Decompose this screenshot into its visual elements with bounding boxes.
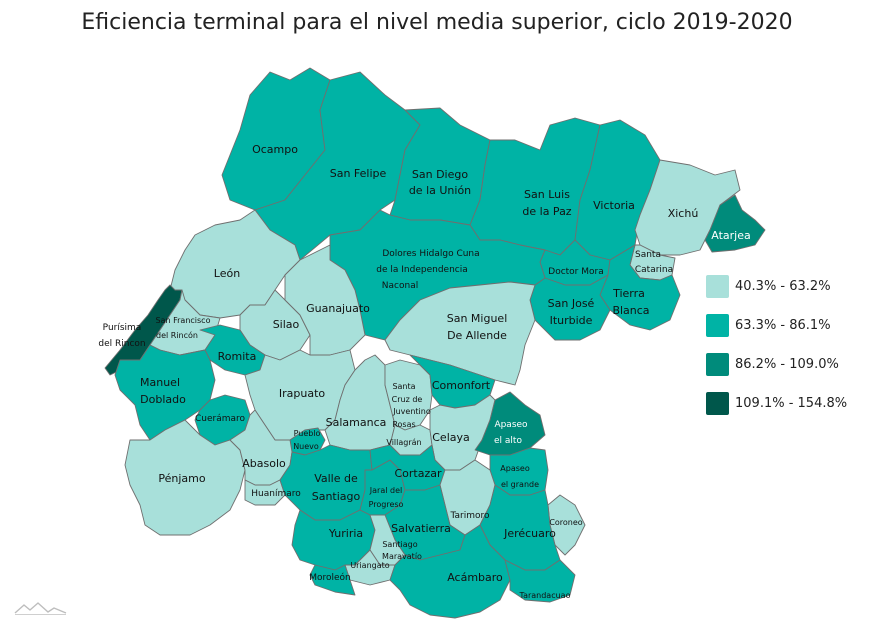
label-santiago-maravatio-2: Maravatío: [382, 552, 422, 561]
label-uriangato: Uriangato: [350, 561, 389, 570]
map-title: Eficiencia terminal para el nivel media …: [81, 10, 793, 35]
label-san-luis-paz-1: San Luis: [524, 188, 570, 201]
label-pueblo-nuevo-2: Nuevo: [293, 442, 319, 451]
label-purisima-1: Purísima: [103, 323, 142, 333]
legend-swatch: [706, 313, 729, 337]
municipality-shapes: [104, 67, 766, 619]
label-moroleon: Moroleón: [309, 572, 351, 583]
label-guanajuato: Guanajuato: [306, 302, 370, 315]
label-jaral-1: Jaral del: [369, 486, 402, 495]
label-santa-catarina-2: Catarina: [635, 265, 673, 275]
label-valle-santiago-1: Valle de: [314, 472, 358, 485]
label-santa-catarina-1: Santa: [635, 250, 661, 260]
label-san-jose-1: San José: [548, 297, 595, 310]
legend-item-range-3[interactable]: 86.2% - 109.0%: [706, 352, 847, 376]
label-san-francisco-2: del Rincón: [156, 330, 198, 340]
label-victoria: Victoria: [593, 199, 635, 212]
label-san-luis-paz-2: de la Paz: [522, 205, 571, 218]
legend-label: 40.3% - 63.2%: [735, 278, 831, 294]
label-santa-cruz-3: Juventino: [392, 407, 431, 416]
label-san-diego-2: de la Unión: [409, 184, 471, 197]
label-san-miguel-2: De Allende: [447, 329, 507, 342]
mountain-logo-icon: [14, 602, 67, 615]
legend-label: 109.1% - 154.8%: [735, 395, 848, 411]
label-santa-cruz-2: Cruz de: [392, 395, 423, 404]
label-atarjea: Atarjea: [711, 229, 750, 242]
label-manuel-doblado-1: Manuel: [140, 376, 180, 389]
label-tierra-blanca-1: Tierra: [612, 287, 645, 300]
label-apaseo-alto-2: el alto: [494, 436, 522, 446]
label-apaseo-grande-2: el grande: [501, 480, 539, 489]
label-tierra-blanca-2: Blanca: [612, 304, 649, 317]
municipality-guanajuato[interactable]: [284, 244, 366, 356]
label-tarandacuao: Tarandacuao: [519, 591, 571, 600]
label-manuel-doblado-2: Doblado: [140, 393, 186, 406]
label-san-miguel-1: San Miguel: [447, 312, 508, 325]
label-santa-cruz-4: Rosas: [392, 420, 415, 429]
label-santiago-maravatio-1: Santiago: [382, 540, 417, 549]
label-leon: León: [214, 267, 240, 280]
label-ocampo: Ocampo: [252, 143, 298, 156]
label-coroneo: Coroneo: [549, 518, 582, 527]
label-apaseo-alto-1: Apaseo: [494, 420, 528, 430]
label-san-felipe: San Felipe: [330, 167, 387, 180]
label-silao: Silao: [273, 318, 300, 331]
municipality-atarjea[interactable]: [704, 194, 766, 253]
municipality-labels: Ocampo San Felipe San Diego de la Unión …: [98, 143, 750, 600]
legend-label: 86.2% - 109.0%: [735, 356, 839, 372]
municipality-santa-cruz[interactable]: [384, 359, 433, 431]
label-cueramaro: Cuerámaro: [195, 414, 246, 424]
label-jerecuaro: Jerécuaro: [503, 527, 556, 540]
municipality-moroleon[interactable]: [309, 564, 356, 596]
label-pueblo-nuevo-1: Pueblo: [294, 429, 321, 438]
label-penjamo: Pénjamo: [158, 472, 205, 485]
label-yuriria: Yuriria: [328, 527, 363, 540]
label-valle-santiago-2: Santiago: [312, 490, 361, 503]
legend-label: 63.3% - 86.1%: [735, 317, 831, 333]
label-dolores-1: Dolores Hidalgo Cuna: [382, 249, 479, 259]
label-purisima-2: del Rincon: [98, 339, 145, 349]
label-salvatierra: Salvatierra: [391, 522, 451, 535]
legend-item-range-4[interactable]: 109.1% - 154.8%: [706, 391, 847, 415]
label-san-jose-2: Iturbide: [550, 314, 593, 327]
municipality-tarandacuao[interactable]: [504, 559, 576, 603]
label-comonfort: Comonfort: [432, 379, 491, 392]
label-salamanca: Salamanca: [326, 416, 387, 429]
legend-item-range-1[interactable]: 40.3% - 63.2%: [706, 274, 847, 298]
municipality-xichu[interactable]: [634, 159, 741, 256]
legend-swatch: [706, 352, 729, 376]
legend-swatch: [706, 274, 729, 298]
label-san-francisco-1: San Francisco: [156, 316, 211, 325]
label-dolores-3: Naconal: [382, 281, 418, 291]
label-santa-cruz-1: Santa: [392, 382, 415, 391]
label-apaseo-grande-1: Apaseo: [500, 464, 530, 473]
legend-item-range-2[interactable]: 63.3% - 86.1%: [706, 313, 847, 337]
legend-swatch: [706, 391, 729, 415]
label-romita: Romita: [218, 350, 257, 363]
label-tarimoro: Tarimoro: [449, 511, 489, 521]
label-jaral-2: Progreso: [369, 500, 404, 509]
label-san-diego-1: San Diego: [412, 168, 468, 181]
municipality-penjamo[interactable]: [124, 419, 246, 536]
legend: 40.3% - 63.2% 63.3% - 86.1% 86.2% - 109.…: [706, 274, 847, 430]
label-abasolo: Abasolo: [242, 457, 286, 470]
label-cortazar: Cortazar: [394, 467, 442, 480]
label-acambaro: Acámbaro: [447, 571, 503, 584]
label-doctor-mora: Doctor Mora: [548, 267, 603, 277]
label-dolores-2: de la Independencia: [376, 265, 467, 275]
label-xichu: Xichú: [668, 207, 699, 220]
label-huanimaro: Huanímaro: [251, 489, 301, 499]
label-irapuato: Irapuato: [279, 387, 326, 400]
label-villagran: Villagrán: [386, 438, 421, 447]
label-celaya: Celaya: [432, 431, 470, 444]
